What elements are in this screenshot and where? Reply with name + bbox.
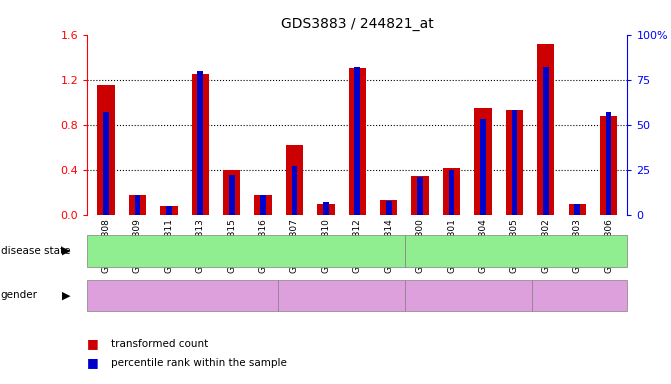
Bar	[254, 195, 272, 215]
Bar	[574, 204, 580, 215]
Bar	[323, 202, 329, 215]
Bar	[354, 67, 360, 215]
Text: ■: ■	[87, 356, 99, 369]
Bar	[417, 177, 423, 215]
Text: ▶: ▶	[62, 290, 70, 300]
Bar	[197, 71, 203, 215]
Bar	[386, 200, 392, 215]
Text: female: female	[560, 290, 599, 300]
Bar	[537, 44, 554, 215]
Text: female: female	[322, 290, 361, 300]
Bar	[135, 195, 140, 215]
Bar	[260, 195, 266, 215]
Bar	[474, 108, 492, 215]
Bar	[129, 195, 146, 215]
Bar	[506, 110, 523, 215]
Bar	[600, 116, 617, 215]
Title: GDS3883 / 244821_at: GDS3883 / 244821_at	[281, 17, 433, 31]
Text: type 2 diabetes: type 2 diabetes	[203, 246, 290, 256]
Text: ▶: ▶	[62, 246, 70, 256]
Bar	[286, 145, 303, 215]
Bar	[606, 112, 611, 215]
Bar	[97, 85, 115, 215]
Text: transformed count: transformed count	[111, 339, 208, 349]
Text: normal glucose tolerance: normal glucose tolerance	[446, 246, 587, 256]
Bar	[192, 74, 209, 215]
Bar	[449, 170, 454, 215]
Bar	[317, 204, 335, 215]
Text: disease state: disease state	[1, 246, 70, 256]
Bar	[103, 112, 109, 215]
Text: percentile rank within the sample: percentile rank within the sample	[111, 358, 287, 368]
Bar	[223, 170, 240, 215]
Bar	[511, 110, 517, 215]
Bar	[166, 206, 172, 215]
Bar	[543, 67, 549, 215]
Bar	[292, 166, 297, 215]
Bar	[568, 204, 586, 215]
Text: male: male	[168, 290, 197, 300]
Bar	[380, 200, 397, 215]
Bar	[480, 119, 486, 215]
Text: gender: gender	[1, 290, 38, 300]
Bar	[160, 206, 178, 215]
Text: male: male	[455, 290, 482, 300]
Bar	[411, 175, 429, 215]
Bar	[229, 175, 235, 215]
Bar	[443, 168, 460, 215]
Text: ■: ■	[87, 337, 99, 350]
Bar	[349, 68, 366, 215]
